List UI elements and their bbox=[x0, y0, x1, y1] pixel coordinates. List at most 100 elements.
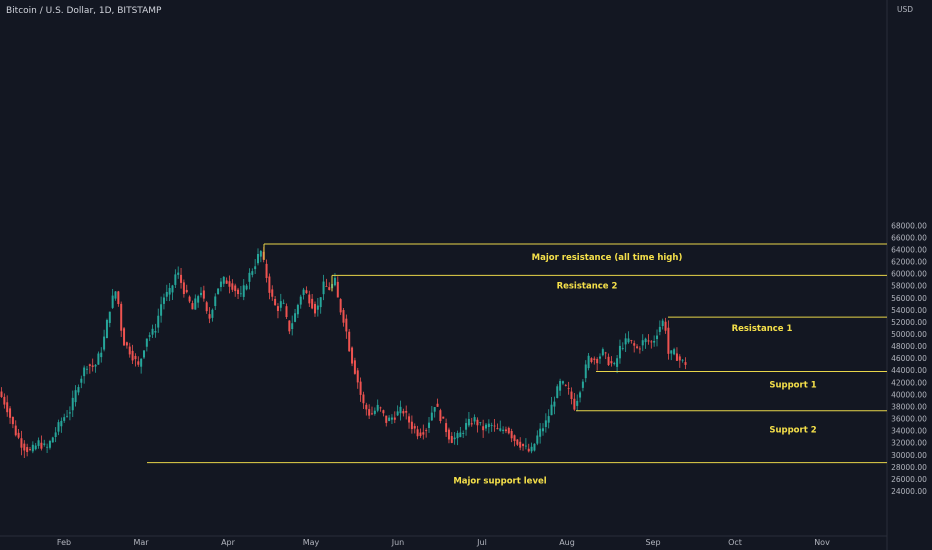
candle bbox=[185, 284, 188, 294]
y-tick-label: 26000.00 bbox=[891, 475, 927, 484]
candle bbox=[638, 346, 641, 354]
candle bbox=[29, 446, 31, 452]
candle bbox=[328, 282, 331, 291]
candle bbox=[180, 267, 183, 289]
candle bbox=[456, 430, 459, 446]
candle bbox=[108, 311, 111, 328]
candle bbox=[402, 408, 405, 417]
candle bbox=[490, 422, 493, 432]
level-label: Resistance 2 bbox=[557, 281, 618, 291]
candle bbox=[279, 293, 282, 312]
candle bbox=[473, 414, 476, 425]
x-tick-label: Oct bbox=[728, 538, 742, 547]
candle bbox=[314, 301, 316, 317]
candle bbox=[26, 443, 29, 457]
candle bbox=[114, 291, 117, 301]
candle bbox=[610, 356, 613, 367]
candle bbox=[633, 340, 636, 353]
candle bbox=[556, 384, 559, 399]
candle bbox=[450, 432, 453, 444]
y-tick-label: 46000.00 bbox=[891, 354, 927, 363]
candle bbox=[596, 357, 599, 371]
price-level[interactable]: Resistance 1 bbox=[668, 316, 887, 334]
candle bbox=[656, 329, 658, 347]
candle bbox=[288, 320, 291, 335]
candle bbox=[74, 385, 77, 407]
candle bbox=[208, 307, 211, 324]
candle bbox=[547, 409, 550, 429]
candle bbox=[128, 342, 131, 358]
price-level[interactable]: Major resistance (all time high) bbox=[263, 243, 887, 263]
candle bbox=[587, 353, 590, 371]
candle bbox=[316, 297, 319, 317]
candle bbox=[559, 378, 562, 396]
candle bbox=[584, 360, 587, 383]
y-tick-label: 36000.00 bbox=[891, 415, 927, 424]
candle bbox=[524, 438, 527, 450]
candle bbox=[510, 428, 513, 443]
candle bbox=[616, 354, 619, 374]
candle bbox=[422, 424, 425, 440]
candle bbox=[299, 294, 302, 309]
y-axis[interactable]: 24000.00 26000.00 28000.00 30000.00 32000.00… bbox=[891, 221, 927, 496]
candle bbox=[131, 344, 134, 364]
candle bbox=[553, 396, 556, 415]
y-tick-label: 64000.00 bbox=[891, 245, 927, 254]
y-tick-label: 52000.00 bbox=[891, 318, 927, 327]
candle bbox=[248, 268, 251, 290]
candle bbox=[31, 441, 34, 454]
candle bbox=[573, 392, 576, 411]
candle bbox=[237, 287, 240, 299]
candle-series bbox=[0, 247, 687, 458]
candle bbox=[319, 297, 322, 314]
candle bbox=[393, 411, 396, 424]
candle bbox=[97, 351, 100, 365]
candle bbox=[527, 443, 530, 453]
y-tick-label: 62000.00 bbox=[891, 258, 927, 267]
x-tick-label: Mar bbox=[133, 538, 149, 547]
candle bbox=[11, 416, 14, 429]
y-tick-label: 42000.00 bbox=[891, 378, 927, 387]
candle bbox=[311, 293, 314, 310]
candle bbox=[251, 268, 254, 278]
price-levels: Major resistance (all time high) Resistan… bbox=[147, 243, 887, 487]
price-level[interactable]: Major support level bbox=[147, 462, 887, 487]
candle bbox=[536, 430, 539, 446]
candle bbox=[205, 300, 208, 314]
candle bbox=[618, 339, 621, 364]
candle bbox=[550, 397, 553, 416]
candle bbox=[447, 427, 450, 444]
candle bbox=[88, 363, 91, 374]
candle bbox=[604, 351, 607, 360]
candle bbox=[80, 375, 83, 389]
candle bbox=[408, 413, 411, 429]
price-level[interactable]: Resistance 2 bbox=[331, 274, 887, 292]
candle bbox=[499, 420, 502, 432]
candle bbox=[148, 332, 151, 342]
candle bbox=[143, 349, 145, 359]
candle bbox=[482, 419, 485, 438]
candle bbox=[479, 422, 482, 426]
y-tick-label: 38000.00 bbox=[891, 402, 927, 411]
candle bbox=[48, 439, 51, 450]
candle bbox=[134, 353, 137, 367]
candle bbox=[453, 432, 456, 445]
y-tick-label: 54000.00 bbox=[891, 306, 927, 315]
candle bbox=[678, 354, 681, 368]
x-tick-label: Feb bbox=[57, 538, 71, 547]
candle bbox=[371, 406, 373, 416]
x-axis[interactable]: Feb Mar Apr May Jun Jul Aug Sep Oct Nov bbox=[57, 538, 830, 547]
x-tick-label: Sep bbox=[645, 538, 660, 547]
candle bbox=[359, 377, 362, 402]
price-level[interactable]: Support 2 bbox=[576, 410, 887, 436]
candle bbox=[590, 357, 593, 364]
candle bbox=[91, 358, 94, 372]
candle bbox=[188, 295, 191, 304]
candle bbox=[162, 293, 165, 310]
price-level[interactable]: Support 1 bbox=[596, 370, 887, 390]
candle bbox=[140, 358, 143, 374]
candle bbox=[245, 283, 248, 291]
y-tick-label: 56000.00 bbox=[891, 294, 927, 303]
candle bbox=[225, 277, 228, 284]
